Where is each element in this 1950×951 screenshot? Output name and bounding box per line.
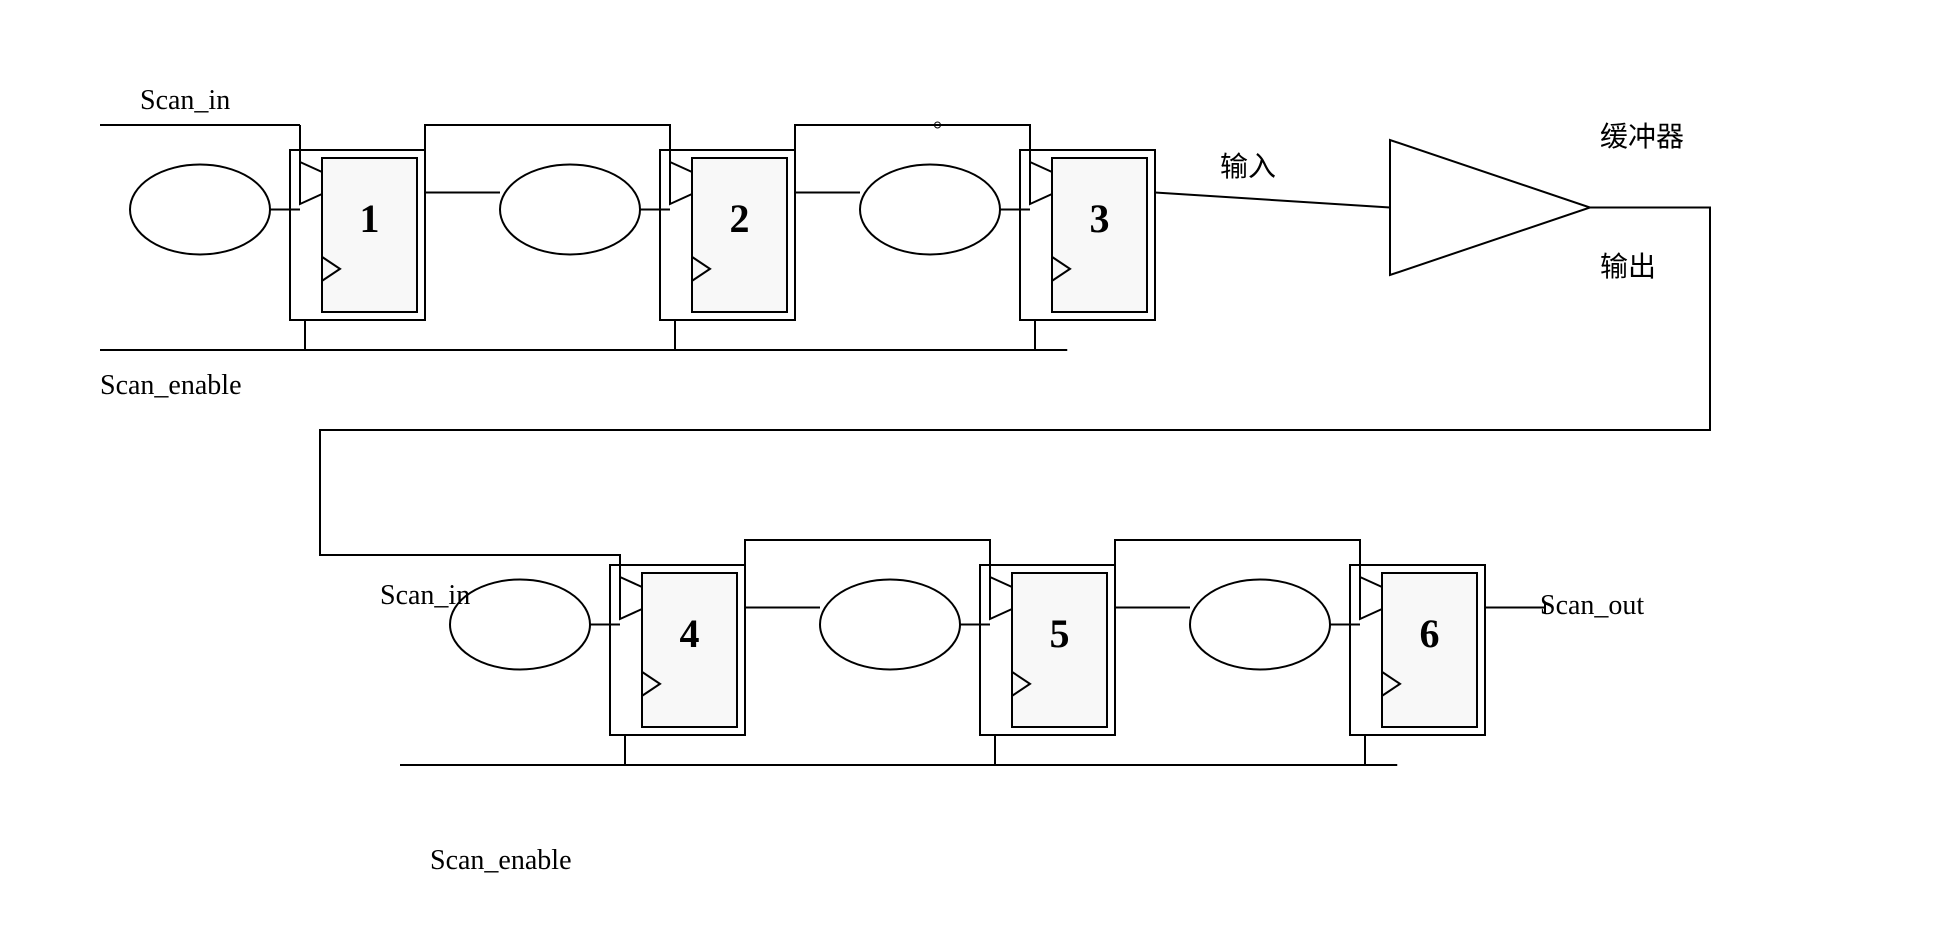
svg-text:4: 4 <box>680 611 700 656</box>
scan-enable-top-label: Scan_enable <box>100 370 242 402</box>
scan-enable-bottom-label: Scan_enable <box>430 845 572 877</box>
scan-in-top-label: Scan_in <box>140 85 230 117</box>
scan-in-bottom-label: Scan_in <box>380 580 470 612</box>
buffer-label: 缓冲器 <box>1600 115 1684 155</box>
svg-text:3: 3 <box>1090 196 1110 241</box>
input-label: 输入 <box>1220 145 1276 185</box>
svg-text:6: 6 <box>1420 611 1440 656</box>
svg-text:1: 1 <box>360 196 380 241</box>
svg-text:5: 5 <box>1050 611 1070 656</box>
scan-out-label: Scan_out <box>1540 590 1644 622</box>
output-label: 输出 <box>1600 245 1656 285</box>
svg-text:2: 2 <box>730 196 750 241</box>
